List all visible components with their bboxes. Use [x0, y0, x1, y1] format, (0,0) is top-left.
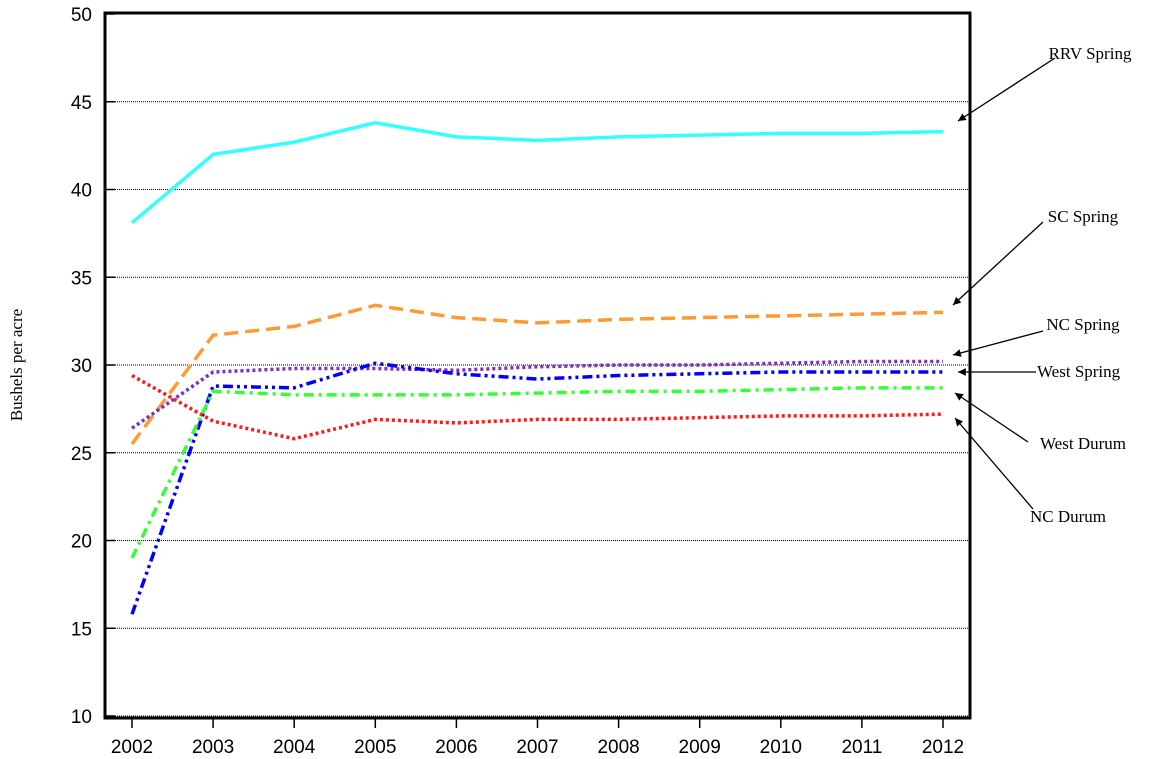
x-tick-label: 2006	[435, 737, 477, 758]
x-tick-label: 2008	[597, 737, 639, 758]
lines	[130, 121, 944, 615]
series-line	[130, 361, 943, 615]
x-tick-label: 2011	[841, 737, 882, 758]
y-tick-label: 35	[71, 268, 92, 289]
series-line	[131, 374, 944, 441]
series-label: West Spring	[1037, 362, 1121, 381]
x-tick-label: 2007	[516, 737, 558, 758]
x-tick-label: 2002	[111, 737, 153, 758]
x-tick-label: 2005	[354, 737, 396, 758]
x-tick-label: 2009	[679, 737, 721, 758]
x-tick-label: 2012	[922, 737, 964, 758]
y-tick-label: 50	[71, 5, 92, 26]
grid: 10 15 20 25 30 35 40 45 50 2002 2003 2004 2005 2006 20…	[71, 5, 970, 758]
y-tick-label: 15	[71, 619, 92, 640]
annotation-arrow	[954, 392, 1029, 443]
y-tick-label: 45	[71, 93, 92, 114]
series-label: RRV Spring	[1049, 44, 1132, 63]
series-label: NC Spring	[1046, 315, 1120, 334]
series-label: SC Spring	[1048, 207, 1119, 226]
annotation-arrow	[954, 417, 1034, 510]
y-tick-label: 40	[71, 181, 92, 202]
annotations: RRV Spring SC Spring NC Spring West Spring W…	[952, 44, 1132, 526]
series-line	[130, 386, 943, 559]
series-line	[130, 303, 944, 446]
y-tick-label: 25	[71, 444, 92, 465]
annotation-arrow	[952, 330, 1044, 357]
x-tick-label: 2010	[760, 737, 802, 758]
x-tick-label: 2004	[273, 737, 316, 758]
series-label: West Durum	[1040, 434, 1126, 453]
series-line	[130, 121, 944, 225]
annotation-arrow	[957, 57, 1056, 122]
x-tick-label: 2003	[192, 737, 234, 758]
series-label: NC Durum	[1030, 507, 1106, 526]
annotation-arrow	[952, 221, 1044, 306]
y-axis-label: Bushels per acre	[7, 309, 26, 421]
y-tick-label: 30	[71, 356, 92, 377]
y-tick-label: 20	[71, 532, 92, 553]
plot-frame	[103, 11, 972, 720]
y-tick-label: 10	[71, 707, 92, 728]
series-line	[131, 359, 943, 430]
